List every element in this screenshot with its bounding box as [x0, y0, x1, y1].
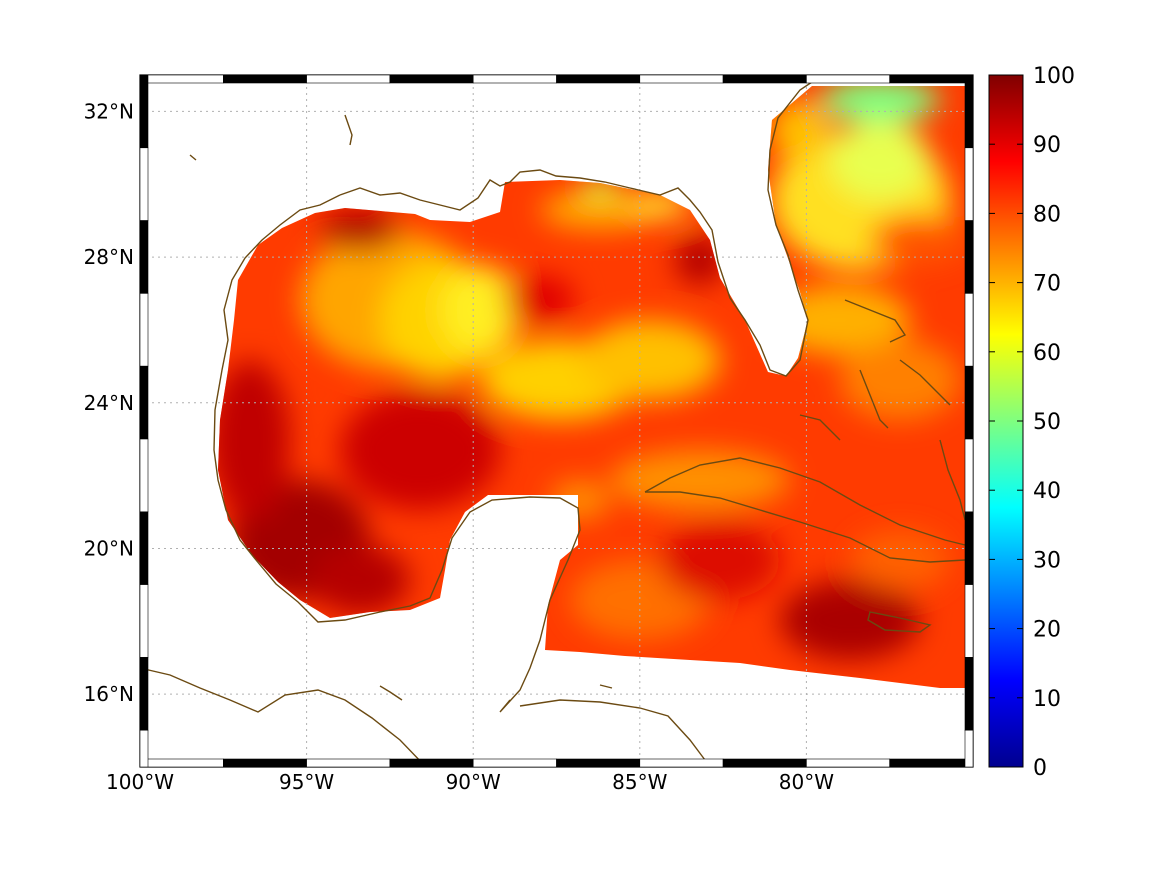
x-tick-label: 95°W [279, 770, 334, 794]
x-tick-label: 80°W [779, 770, 834, 794]
x-tick-label: 90°W [446, 770, 501, 794]
x-tick-label: 85°W [612, 770, 667, 794]
colorbar-tick-label: 80 [1033, 202, 1061, 227]
y-tick-label: 16°N [84, 682, 134, 706]
colorbar-tick-label: 40 [1033, 479, 1061, 504]
y-tick-labels: 32°N 28°N 24°N 20°N 16°N [84, 99, 134, 706]
coastline [139, 77, 966, 767]
colorbar-tick-label: 70 [1033, 272, 1061, 297]
colorbar-tick-label: 60 [1033, 341, 1061, 366]
y-tick-label: 20°N [84, 536, 134, 560]
colorbar-tick-label: 90 [1033, 133, 1061, 158]
y-tick-label: 32°N [84, 99, 134, 123]
colorbar-tick-label: 20 [1033, 618, 1061, 643]
x-tick-label: 100°W [106, 770, 174, 794]
frame-ticks [139, 74, 974, 768]
colorbar-tick-label: 30 [1033, 548, 1061, 573]
y-tick-label: 28°N [84, 245, 134, 269]
colorbar-tick-label: 50 [1033, 410, 1061, 435]
colorbar-tick-label: 100 [1033, 64, 1075, 89]
y-tick-label: 24°N [84, 391, 134, 415]
colorbar-tick-label: 10 [1033, 687, 1061, 712]
colorbar-tick-label: 0 [1033, 756, 1047, 781]
x-tick-labels: 100°W 95°W 90°W 85°W 80°W [106, 770, 834, 794]
